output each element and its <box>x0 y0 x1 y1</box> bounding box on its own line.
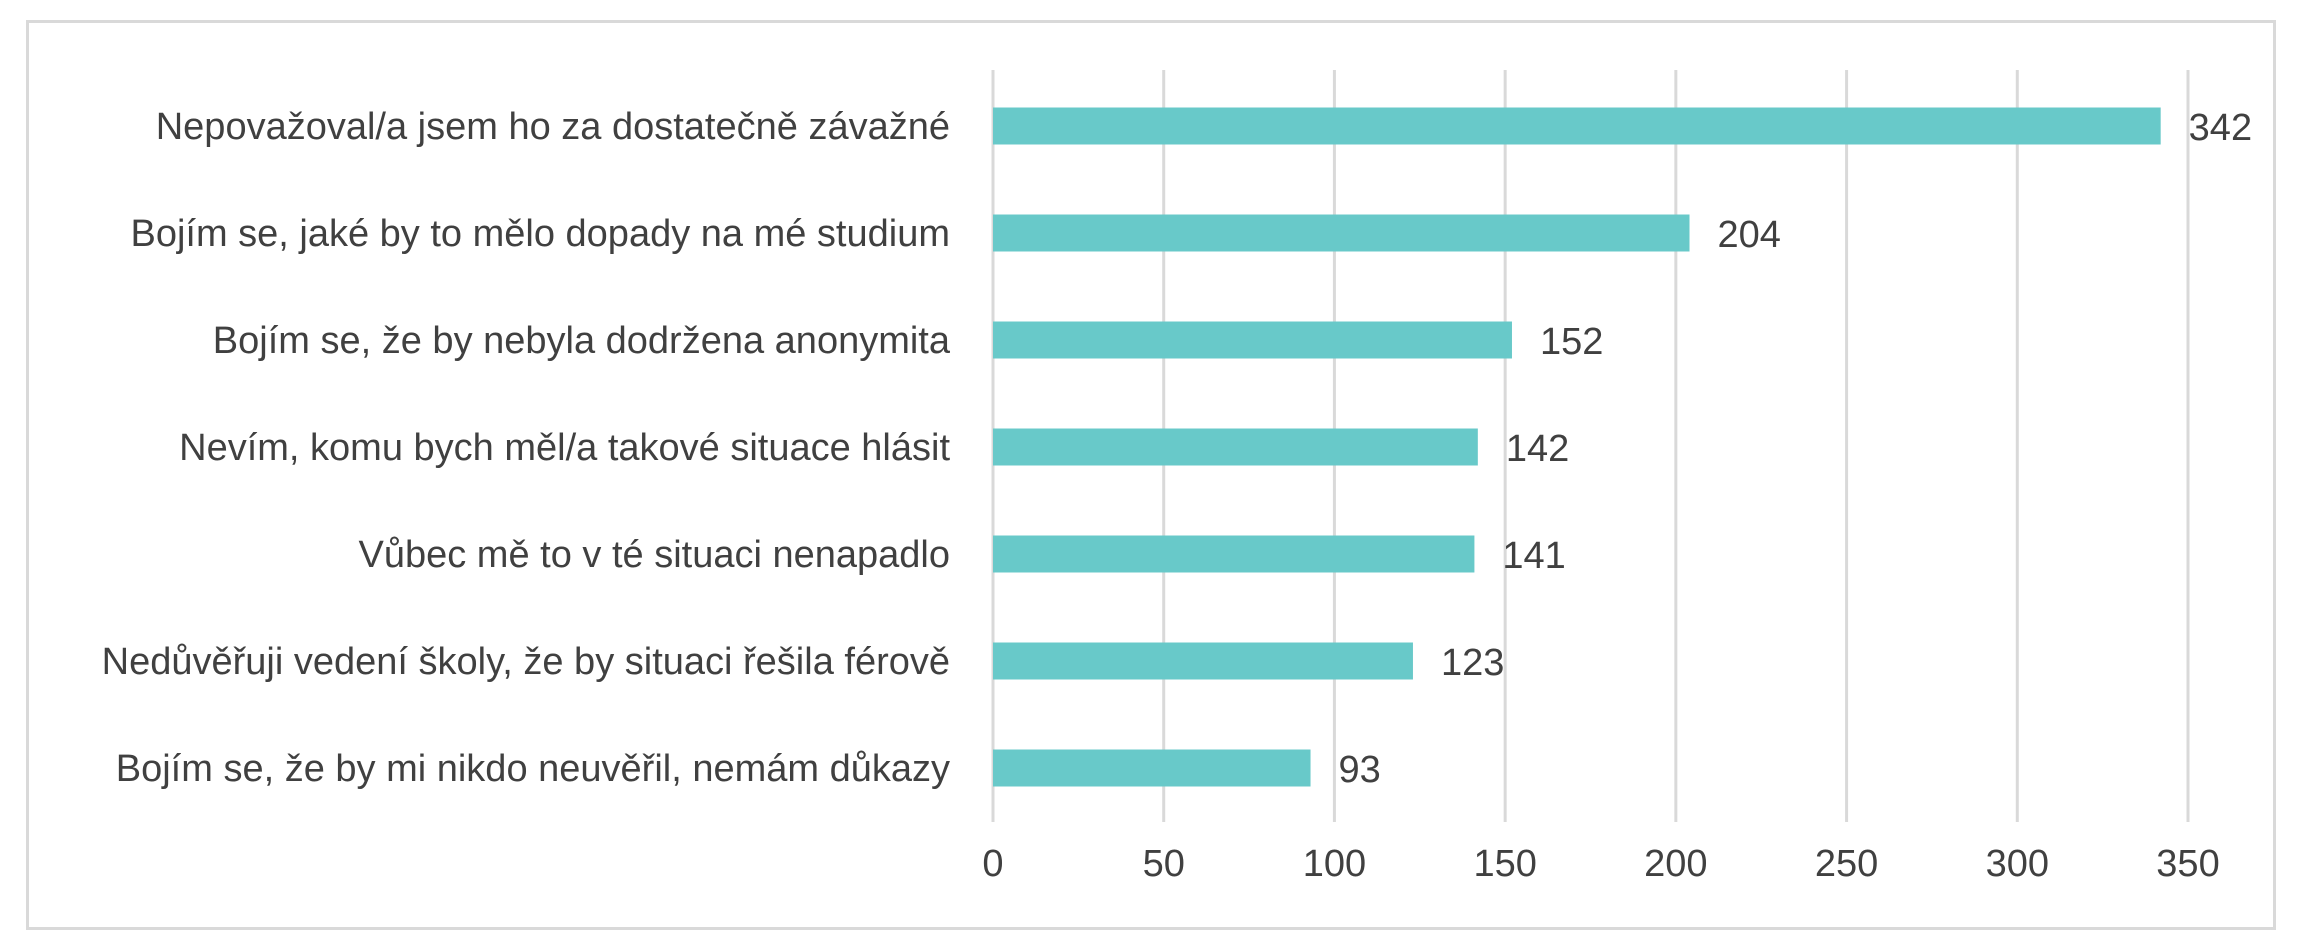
bar <box>993 642 1413 680</box>
data-label: 152 <box>1540 321 1603 363</box>
bar <box>993 107 2161 145</box>
data-label: 142 <box>1506 428 1569 470</box>
bar <box>993 749 1311 787</box>
bar <box>993 321 1512 359</box>
bars <box>993 107 2161 787</box>
data-label: 93 <box>1339 749 1381 791</box>
category-label: Nedůvěřuji vedení školy, že by situaci ř… <box>102 641 950 683</box>
category-label: Nepovažoval/a jsem ho za dostatečně záva… <box>156 106 950 148</box>
category-label: Vůbec mě to v té situaci nenapadlo <box>359 534 951 576</box>
x-tick-label: 0 <box>982 843 1003 885</box>
x-tick-label: 100 <box>1303 843 1366 885</box>
x-tick-label: 300 <box>1986 843 2049 885</box>
x-tick-label: 50 <box>1143 843 1185 885</box>
category-label: Bojím se, že by mi nikdo neuvěřil, nemám… <box>116 748 950 790</box>
bar <box>993 428 1478 466</box>
bar <box>993 535 1475 573</box>
data-label: 141 <box>1502 535 1565 577</box>
data-label: 123 <box>1441 642 1504 684</box>
data-label: 342 <box>2189 107 2252 149</box>
x-axis-ticks: 0 50 100 150 200 250 300 350 <box>982 843 2219 885</box>
x-tick-label: 250 <box>1815 843 1878 885</box>
x-tick-label: 150 <box>1473 843 1536 885</box>
category-label: Bojím se, jaké by to mělo dopady na mé s… <box>130 213 950 255</box>
category-labels: Nepovažoval/a jsem ho za dostatečně záva… <box>102 106 951 790</box>
bar <box>993 214 1690 252</box>
gridlines <box>991 70 2190 822</box>
data-label: 204 <box>1718 214 1781 256</box>
category-label: Bojím se, že by nebyla dodržena anonymit… <box>213 320 951 362</box>
data-labels: 342 204 152 142 141 123 93 <box>1339 107 2253 791</box>
x-tick-label: 350 <box>2156 843 2219 885</box>
x-tick-label: 200 <box>1644 843 1707 885</box>
category-label: Nevím, komu bych měl/a takové situace hl… <box>179 427 950 469</box>
